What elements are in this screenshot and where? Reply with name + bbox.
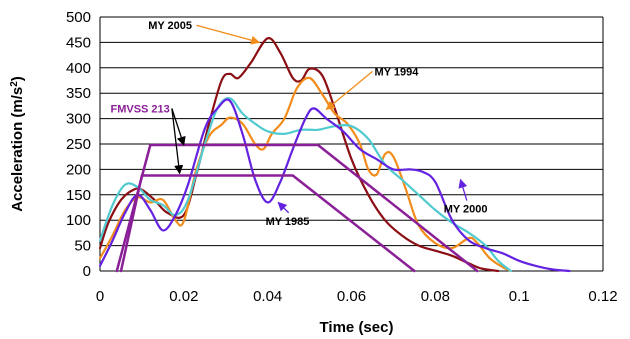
y-axis-label-close: ): [9, 76, 26, 81]
annotation-arrow-secondary: [171, 108, 184, 175]
x-tick-label: 0.1: [509, 288, 530, 305]
y-tick-label: 50: [74, 238, 91, 255]
annotation-arrow: [458, 178, 468, 201]
y-tick-labels: 0 50 100 150 200 250 300 350 400 450 500: [66, 9, 91, 280]
y-axis-label: Acceleration (m/s2): [9, 76, 27, 212]
y-tick-label: 200: [66, 161, 91, 178]
y-tick-label: 400: [66, 60, 91, 77]
x-axis-label: Time (sec): [320, 319, 394, 336]
plot-frame: [99, 17, 604, 271]
x-tick-label: 0.06: [337, 288, 366, 305]
annotation-label: MY 1994: [375, 66, 420, 78]
annotation-label: MY 2000: [444, 204, 488, 216]
y-tick-label: 500: [66, 9, 91, 26]
x-tick-label: 0.12: [588, 288, 617, 305]
x-tick-labels: 0 0.02 0.04 0.06 0.08 0.1 0.12: [96, 288, 618, 305]
annotation-arrow: [325, 70, 373, 111]
annotation-arrow: [171, 108, 186, 146]
annotation-label: MY 2005: [148, 20, 192, 32]
y-axis-label-main: Acceleration (m/s: [9, 87, 26, 212]
annotation-label: MY 1985: [266, 216, 310, 228]
annotation-arrow: [277, 201, 290, 214]
series-line-my-1985-3: [98, 98, 571, 273]
y-tick-label: 250: [66, 136, 91, 153]
x-tick-label: 0.02: [169, 288, 198, 305]
series-lines: [98, 37, 571, 273]
y-tick-label: 450: [66, 34, 91, 51]
y-tick-label: 350: [66, 85, 91, 102]
series-line-my-2005-0: [98, 37, 500, 273]
series-line-my-2000-2: [98, 97, 512, 273]
annotation-arrow: [196, 24, 261, 45]
x-tick-label: 0.04: [253, 288, 282, 305]
y-tick-label: 0: [83, 263, 91, 280]
series-line-fmvss-213-5: [119, 174, 416, 273]
annotations: MY 2005 MY 1994 FMVSS 213 MY 2000 MY 1985: [110, 20, 487, 228]
y-tick-label: 150: [66, 187, 91, 204]
annotation-label: FMVSS 213: [110, 104, 169, 116]
x-tick-label: 0: [96, 288, 104, 305]
x-tick-label: 0.08: [421, 288, 450, 305]
y-tick-label: 100: [66, 212, 91, 229]
series-line-fmvss-213-4: [115, 143, 479, 273]
y-axis-label-sup: 2: [9, 81, 20, 87]
y-tick-label: 300: [66, 111, 91, 128]
